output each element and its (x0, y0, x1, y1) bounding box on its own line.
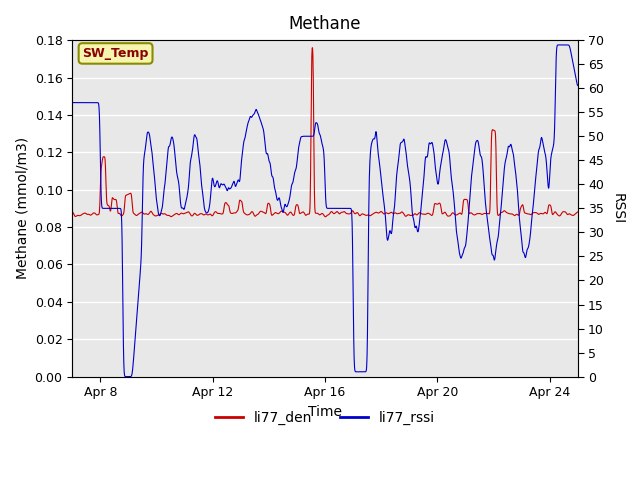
Title: Methane: Methane (289, 15, 361, 33)
X-axis label: Time: Time (308, 405, 342, 419)
Y-axis label: RSSI: RSSI (611, 193, 625, 224)
Text: SW_Temp: SW_Temp (83, 47, 148, 60)
Y-axis label: Methane (mmol/m3): Methane (mmol/m3) (15, 137, 29, 279)
Legend: li77_den, li77_rssi: li77_den, li77_rssi (209, 405, 440, 430)
